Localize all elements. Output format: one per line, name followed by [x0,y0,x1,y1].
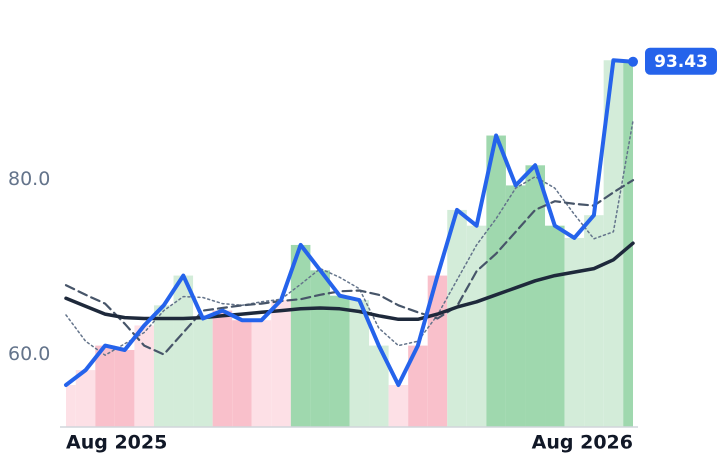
regime-bar [95,345,115,427]
regime-bar [408,345,428,427]
regime-bar [447,209,467,427]
regime-bar [212,310,233,427]
regime-bar [329,295,350,427]
y-tick-label: 80.0 [8,168,50,190]
regime-bar [564,237,585,427]
regime-bar [623,61,633,427]
regime-bar [505,185,526,427]
regime-bar [75,370,96,427]
regime-bar [271,300,291,427]
regime-bar [486,135,506,428]
regime-bar [290,244,311,427]
regime-bar [114,349,135,427]
regime-bar [466,225,487,427]
regime-bar [251,320,272,427]
regime-bar [369,345,389,427]
last-point [628,56,638,67]
regime-bar [193,318,213,427]
regime-bar [153,305,174,427]
regime-bar [349,300,370,427]
regime-bar [134,325,154,427]
regime-bar [545,225,565,427]
regime-bar [232,320,252,427]
regime-bar [603,60,624,428]
x-tick-label: Aug 2026 [532,432,633,454]
regime-bar [525,165,546,427]
regime-bar [173,275,194,427]
regime-bar [66,384,76,427]
series-line [64,179,635,356]
value-badge [645,47,717,75]
value-badge-label: 93.43 [654,52,708,72]
x-tick-label: Aug 2025 [66,432,167,454]
regime-bar [388,384,409,427]
y-tick-label: 60.0 [8,343,50,365]
regime-bar [584,215,604,427]
series-line [64,58,635,387]
series-line [64,241,635,322]
